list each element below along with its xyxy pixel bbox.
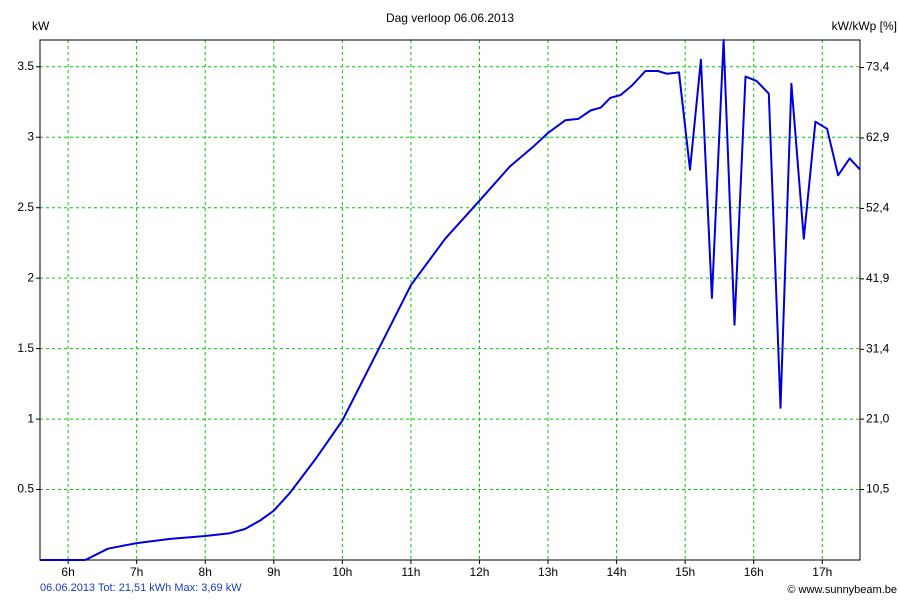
x-tick-label: 17h: [812, 565, 832, 579]
y-tick-label: 2: [27, 270, 34, 284]
y2-tick-label: 31,4: [866, 341, 890, 355]
y-tick-label: 0.5: [17, 482, 34, 496]
y2-tick-label: 73,4: [866, 60, 890, 74]
x-tick-label: 12h: [469, 565, 489, 579]
y-tick-label: 1: [27, 411, 34, 425]
y-tick-label: 2.5: [17, 200, 34, 214]
footer-summary: 06.06.2013 Tot: 21,51 kWh Max: 3,69 kW: [40, 582, 242, 594]
y2-tick-label: 10,5: [866, 482, 890, 496]
x-tick-label: 13h: [538, 565, 558, 579]
y2-tick-label: 21,0: [866, 411, 890, 425]
footer-credit: © www.sunnybeam.be: [787, 584, 897, 596]
x-tick-label: 15h: [675, 565, 695, 579]
y-tick-label: 3: [27, 129, 34, 143]
y2-tick-label: 52,4: [866, 201, 890, 215]
x-tick-label: 11h: [401, 565, 420, 579]
y-tick-label: 1.5: [17, 341, 34, 355]
x-tick-label: 6h: [61, 565, 74, 579]
y-tick-label: 3.5: [17, 59, 34, 73]
x-tick-label: 9h: [267, 565, 280, 579]
chart-title: Dag verloop 06.06.2013: [386, 11, 514, 25]
y2-tick-label: 41,9: [866, 271, 890, 285]
y2-tick-label: 62,9: [866, 130, 890, 144]
plot-area: [40, 40, 860, 560]
y-axis-label: kW: [32, 19, 50, 33]
data-line: [40, 39, 861, 561]
x-tick-label: 10h: [332, 565, 352, 579]
x-tick-label: 7h: [130, 565, 143, 579]
x-tick-label: 8h: [199, 565, 212, 579]
x-tick-label: 14h: [607, 565, 627, 579]
y2-axis-label: kW/kWp [%]: [832, 19, 897, 33]
x-tick-label: 16h: [744, 565, 764, 579]
plot-border: [39, 39, 861, 561]
